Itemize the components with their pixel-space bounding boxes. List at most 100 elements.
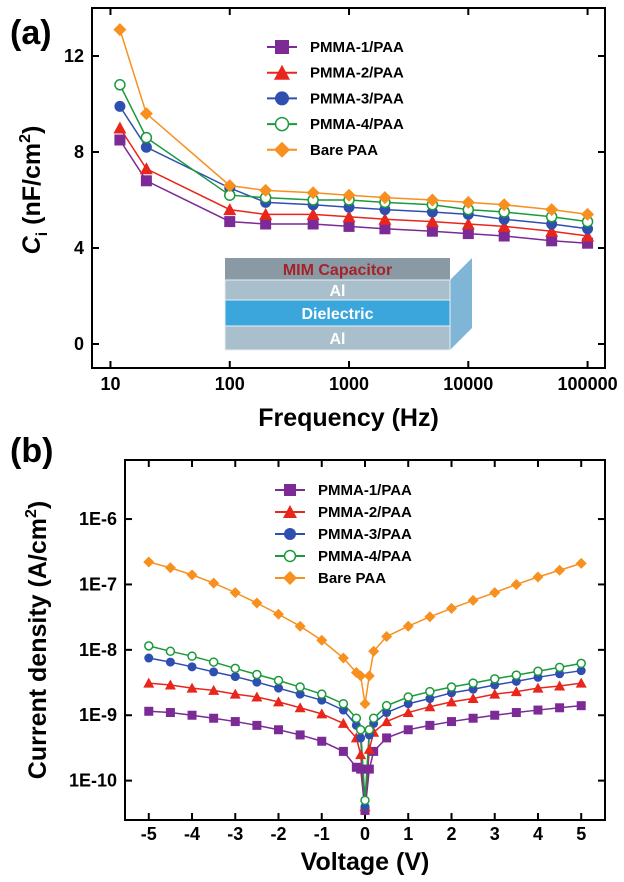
data-point [382, 708, 392, 718]
data-point [144, 706, 154, 716]
data-point [140, 141, 152, 153]
data-point [468, 713, 478, 723]
data-point [355, 670, 367, 682]
data-point [306, 186, 320, 200]
data-point [426, 225, 438, 237]
data-point [511, 708, 521, 718]
data-point [489, 674, 500, 684]
data-point [113, 23, 127, 37]
data-point [144, 641, 154, 651]
data-point [187, 651, 197, 661]
data-point [113, 121, 127, 134]
x-tick-label: 1000 [329, 374, 369, 394]
x-tick-label: -2 [271, 824, 287, 844]
data-point [368, 645, 380, 657]
data-point [342, 210, 356, 223]
data-point [461, 217, 475, 230]
panel-label: (a) [10, 14, 52, 52]
data-point [230, 663, 241, 674]
data-point [164, 679, 176, 690]
y-axis-label-part: Current density (A/cm [24, 518, 52, 779]
inset-layer-label: Dielectric [301, 306, 373, 323]
x-tick-label: -3 [227, 824, 243, 844]
data-point [403, 725, 413, 735]
data-point [230, 717, 240, 727]
inset-layer-label: Al [330, 283, 346, 300]
data-point [114, 134, 126, 146]
data-point [338, 698, 349, 709]
data-point [208, 577, 220, 589]
data-point [582, 237, 594, 249]
data-point [364, 764, 374, 774]
legend-label: Bare PAA [310, 142, 378, 159]
data-point [364, 724, 375, 735]
legend-marker [274, 64, 290, 80]
data-point [461, 195, 475, 209]
data-point [467, 693, 479, 704]
x-tick-label: 1 [403, 824, 413, 844]
data-point [140, 131, 153, 144]
data-point [381, 700, 392, 711]
y-axis-label-part: i [34, 232, 51, 236]
data-point [363, 743, 375, 754]
legend-marker [275, 40, 289, 54]
x-tick-label: 10000 [443, 374, 493, 394]
legend-marker [275, 91, 289, 106]
data-point [445, 696, 457, 707]
data-point [555, 669, 565, 679]
data-point [337, 652, 349, 664]
data-point [114, 100, 126, 112]
data-point [306, 207, 320, 220]
data-point [402, 620, 414, 632]
legend-marker [284, 484, 296, 496]
data-point [532, 682, 544, 693]
y-tick-label: 8 [74, 142, 84, 162]
data-point [424, 701, 436, 712]
legend-marker [283, 505, 297, 518]
data-point [468, 678, 478, 688]
data-point [165, 646, 176, 657]
data-point [403, 699, 413, 709]
data-point [351, 713, 362, 723]
data-point [223, 203, 237, 216]
data-point [355, 749, 367, 760]
data-point [252, 669, 262, 680]
series-line [119, 84, 588, 223]
data-point [554, 564, 566, 576]
legend-label: PMMA-2/PAA [310, 65, 404, 82]
legend-marker [283, 549, 297, 563]
data-point [359, 698, 371, 710]
data-point [425, 720, 435, 730]
inset-layer-label: Al [330, 331, 346, 348]
data-point [546, 235, 558, 247]
data-point [425, 215, 439, 228]
inset-layer [224, 299, 451, 327]
data-point [356, 764, 366, 774]
x-tick-label: 100 [215, 374, 245, 394]
x-tick-label: -5 [141, 824, 157, 844]
y-axis-label-part: ) [24, 501, 52, 509]
data-point [143, 556, 155, 568]
series-line [119, 105, 588, 230]
data-point [307, 218, 319, 230]
inset-cap [225, 258, 450, 280]
data-point [576, 658, 586, 669]
data-point [378, 212, 392, 225]
inset-layer [224, 325, 451, 351]
data-point [403, 692, 413, 702]
x-tick-label: 2 [446, 824, 456, 844]
data-point [343, 220, 355, 232]
legend-label: PMMA-4/PAA [310, 116, 404, 133]
y-tick-label: 1E-7 [79, 574, 117, 594]
data-point [252, 720, 262, 730]
y-axis-label-part: (nF/cm [18, 143, 46, 232]
data-point [273, 696, 285, 707]
data-point [369, 746, 379, 756]
data-point [208, 684, 220, 695]
data-point [230, 672, 240, 682]
y-axis-label-part: C [18, 235, 46, 254]
data-point [342, 188, 356, 202]
data-point [545, 224, 559, 237]
data-point [223, 179, 237, 193]
